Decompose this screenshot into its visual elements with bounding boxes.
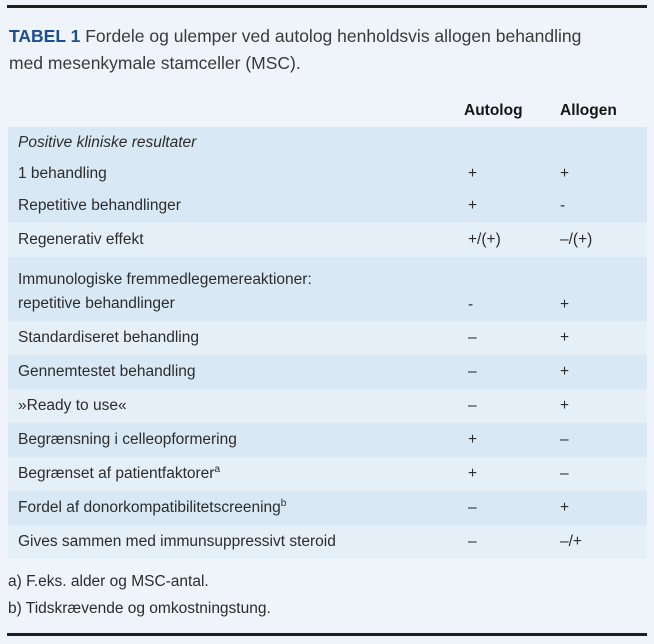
footnotes: a) F.eks. alder og MSC-antal. b) Tidskræ… bbox=[8, 568, 634, 622]
allogen-value: + bbox=[560, 165, 570, 182]
row-label: Standardiseret behandling bbox=[18, 329, 199, 346]
table-row: 1 behandling + + bbox=[8, 158, 647, 190]
row-label: Begrænset af patientfaktorera bbox=[8, 463, 468, 483]
allogen-value: - bbox=[560, 197, 566, 214]
row-label: Repetitive behandlinger bbox=[18, 197, 181, 214]
row-label: 1 behandling bbox=[18, 165, 107, 182]
autolog-value: – bbox=[468, 533, 477, 550]
footnote-marker-a: a bbox=[214, 463, 221, 475]
autolog-value: +/(+) bbox=[468, 230, 501, 248]
allogen-value: + bbox=[560, 329, 570, 346]
table-row: Immunologiske fremmedlegemereaktioner: r… bbox=[8, 257, 647, 321]
table-title-text: Fordele og ulemper ved autolog henholdsv… bbox=[9, 26, 582, 73]
row-label: Fordel af donorkompatibilitetscreeningb bbox=[8, 497, 468, 517]
table-row: Gennemtestet behandling – + bbox=[8, 355, 647, 389]
allogen-value: + bbox=[560, 397, 570, 414]
autolog-value: – bbox=[468, 499, 477, 516]
table-row: Regenerativ effekt +/(+) –/(+) bbox=[8, 222, 647, 257]
column-header-spacer bbox=[8, 102, 460, 120]
table-row: Standardiseret behandling – + bbox=[8, 321, 647, 355]
autolog-value: + bbox=[468, 431, 478, 448]
allogen-value: – bbox=[560, 465, 569, 482]
column-header-autolog: Autolog bbox=[464, 102, 523, 119]
allogen-value: –/+ bbox=[560, 533, 582, 550]
table-figure-panel: TABEL 1 Fordele og ulemper ved autolog h… bbox=[0, 5, 654, 644]
allogen-value: –/(+) bbox=[560, 230, 593, 248]
autolog-value: – bbox=[468, 329, 477, 346]
table-row: Repetitive behandlinger + - bbox=[8, 190, 647, 222]
bottom-rule bbox=[7, 633, 647, 636]
autolog-value: + bbox=[468, 165, 478, 182]
row-label: Gives sammen med immunsuppressivt steroi… bbox=[18, 533, 336, 550]
row-label: Begrænsning i celleopformering bbox=[18, 431, 237, 448]
autolog-value: - bbox=[468, 296, 474, 313]
row-label: Gennemtestet behandling bbox=[18, 363, 196, 380]
allogen-value: + bbox=[560, 296, 570, 313]
row-label: Immunologiske fremmedlegemereaktioner: r… bbox=[8, 268, 468, 321]
top-rule bbox=[7, 5, 647, 8]
table-row: Gives sammen med immunsuppressivt steroi… bbox=[8, 525, 647, 559]
table-number-label: TABEL 1 bbox=[9, 26, 81, 46]
row-label: Regenerativ effekt bbox=[18, 230, 144, 248]
table-row: »Ready to use« – + bbox=[8, 389, 647, 423]
allogen-value: + bbox=[560, 363, 570, 380]
footnote-a: a) F.eks. alder og MSC-antal. bbox=[8, 573, 209, 590]
row-label-line1: Immunologiske fremmedlegemereaktioner: bbox=[18, 271, 312, 288]
autolog-value: + bbox=[468, 465, 478, 482]
footnote-b: b) Tidskrævende og omkostningstung. bbox=[8, 600, 271, 617]
table-title: TABEL 1 Fordele og ulemper ved autolog h… bbox=[9, 23, 609, 77]
table-row: Fordel af donorkompatibilitetscreeningb … bbox=[8, 491, 647, 525]
column-header-row: Autolog Allogen bbox=[8, 102, 647, 120]
row-label: »Ready to use« bbox=[18, 397, 127, 414]
table-row-section-header: Positive kliniske resultater bbox=[8, 127, 647, 158]
row-label: Positive kliniske resultater bbox=[18, 133, 197, 151]
column-header-allogen: Allogen bbox=[560, 102, 617, 119]
row-label-line2: repetitive behandlinger bbox=[18, 295, 175, 312]
autolog-value: – bbox=[468, 397, 477, 414]
autolog-value: – bbox=[468, 363, 477, 380]
autolog-value: + bbox=[468, 197, 478, 214]
comparison-table: Positive kliniske resultater 1 behandlin… bbox=[8, 127, 647, 559]
row-label-text: Fordel af donorkompatibilitetscreening bbox=[18, 499, 281, 516]
footnote-marker-b: b bbox=[280, 497, 287, 509]
table-row: Begrænset af patientfaktorera + – bbox=[8, 457, 647, 491]
allogen-value: – bbox=[560, 431, 569, 448]
allogen-value: + bbox=[560, 499, 570, 516]
row-label-text: Begrænset af patientfaktorer bbox=[18, 465, 215, 482]
table-row: Begrænsning i celleopformering + – bbox=[8, 423, 647, 457]
